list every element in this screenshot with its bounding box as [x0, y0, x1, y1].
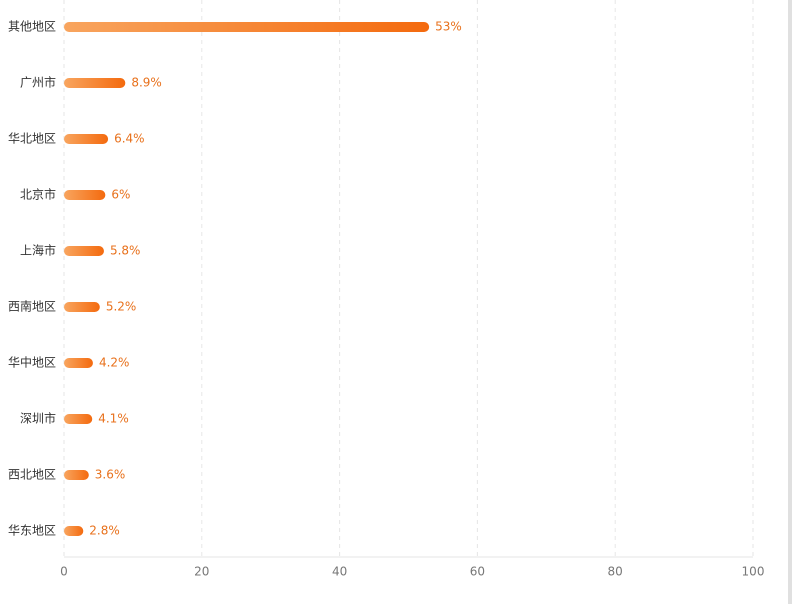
y-tick-label: 西北地区 [8, 468, 56, 482]
value-label: 8.9% [131, 76, 162, 90]
value-label: 6% [111, 188, 130, 202]
value-label: 5.8% [110, 244, 141, 258]
value-label: 53% [435, 20, 462, 34]
bar [64, 22, 430, 32]
x-tick-label: 80 [608, 565, 623, 579]
bar [64, 526, 84, 536]
bar [64, 358, 93, 368]
value-label: 4.2% [99, 356, 130, 370]
value-label: 4.1% [98, 412, 128, 426]
value-label: 3.6% [95, 468, 126, 482]
y-tick-label: 深圳市 [20, 411, 56, 426]
y-tick-label: 华中地区 [8, 355, 56, 370]
y-tick-label: 上海市 [20, 243, 56, 258]
y-tick-label: 北京市 [20, 187, 56, 202]
x-tick-label: 0 [60, 565, 68, 579]
value-label: 5.2% [106, 300, 137, 314]
bar [64, 470, 89, 480]
value-label: 2.8% [89, 524, 120, 538]
bar [64, 134, 109, 144]
x-tick-label: 100 [742, 565, 765, 579]
bar [64, 78, 126, 88]
x-tick-label: 40 [332, 565, 347, 579]
x-tick-label: 20 [194, 565, 209, 579]
bar [64, 414, 93, 424]
value-label: 6.4% [114, 132, 145, 146]
bar [64, 190, 106, 200]
bar [64, 246, 104, 256]
bar [64, 302, 100, 312]
y-tick-label: 华北地区 [8, 132, 56, 146]
y-tick-label: 西南地区 [8, 299, 56, 314]
y-tick-label: 广州市 [20, 75, 56, 90]
y-tick-label: 华东地区 [8, 524, 56, 538]
x-tick-label: 60 [470, 565, 485, 579]
y-tick-label: 其他地区 [8, 20, 56, 34]
